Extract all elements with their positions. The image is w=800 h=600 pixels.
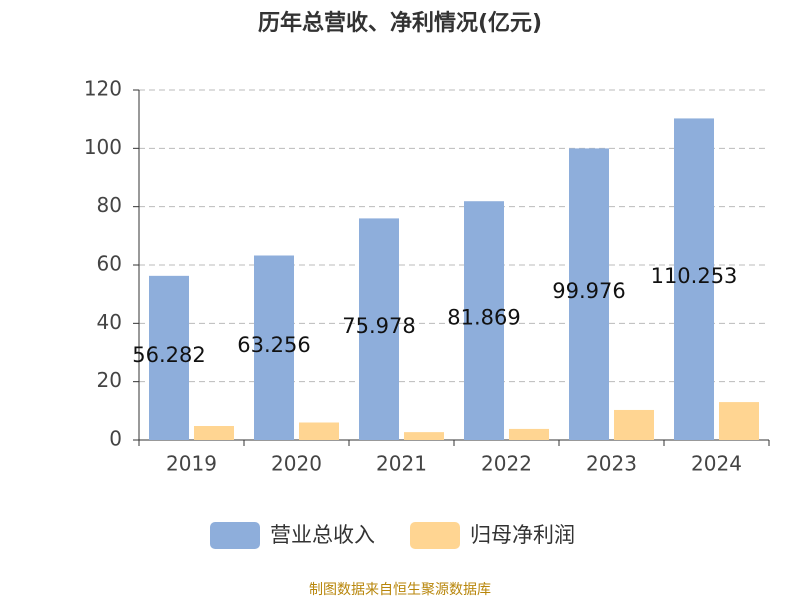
bar — [614, 409, 654, 440]
y-tick-label: 20 — [97, 368, 122, 392]
bar — [674, 118, 714, 441]
legend-swatch — [210, 522, 260, 549]
y-tick-label: 60 — [97, 252, 122, 276]
x-tick-label: 2023 — [586, 452, 637, 476]
legend-label: 营业总收入 — [270, 523, 375, 547]
y-tick-label: 80 — [97, 193, 122, 217]
y-tick-label: 100 — [84, 135, 122, 159]
bar — [719, 402, 759, 440]
value-label: 75.978 — [342, 314, 415, 338]
bar — [194, 426, 234, 440]
x-tick-label: 2024 — [691, 452, 742, 476]
x-tick-label: 2021 — [376, 452, 427, 476]
x-tick-label: 2022 — [481, 452, 532, 476]
bar — [299, 422, 339, 440]
value-label: 56.282 — [132, 343, 205, 367]
bar — [569, 148, 609, 441]
bar — [404, 432, 444, 440]
bar — [149, 275, 189, 440]
value-label: 63.256 — [237, 333, 310, 357]
value-label: 110.253 — [651, 264, 738, 288]
bar — [359, 218, 399, 440]
y-tick-label: 40 — [97, 310, 122, 334]
bar — [509, 428, 549, 440]
y-tick-label: 120 — [84, 77, 122, 101]
x-tick-label: 2019 — [166, 452, 217, 476]
legend-swatch — [410, 522, 460, 549]
chart-title: 历年总营收、净利情况(亿元) — [258, 10, 542, 36]
source-note: 制图数据来自恒生聚源数据库 — [309, 582, 491, 598]
bar — [464, 201, 504, 440]
x-tick-label: 2020 — [271, 452, 322, 476]
legend-label: 归母净利润 — [470, 523, 575, 547]
y-tick-label: 0 — [109, 427, 122, 451]
bar — [254, 255, 294, 440]
value-label: 99.976 — [552, 279, 625, 303]
value-label: 81.869 — [447, 306, 520, 330]
